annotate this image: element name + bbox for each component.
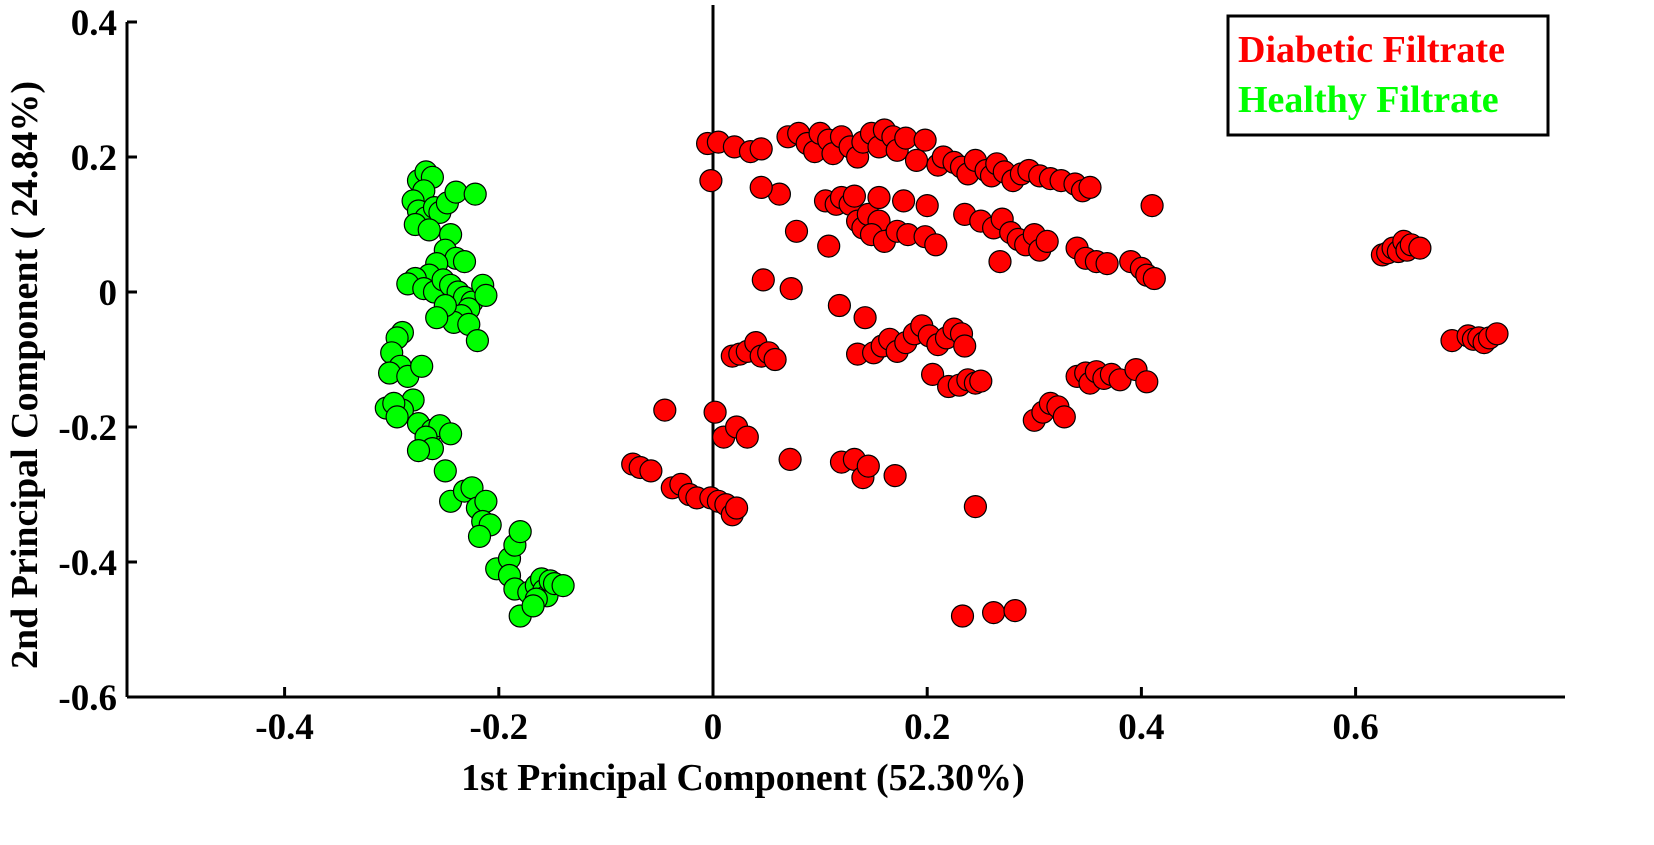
- diabetic-point: [1485, 322, 1509, 346]
- healthy-point: [444, 180, 468, 204]
- diabetic-point: [749, 175, 773, 199]
- diabetic-point: [1035, 229, 1059, 253]
- y-tick-label: -0.2: [58, 408, 117, 449]
- diabetic-point: [969, 369, 993, 393]
- y-tick-label: 0: [99, 273, 118, 314]
- diabetic-point: [856, 454, 880, 478]
- x-tick-label: 0: [704, 707, 723, 748]
- healthy-point: [452, 250, 477, 274]
- diabetic-point: [827, 293, 852, 318]
- diabetic-point: [981, 600, 1006, 625]
- x-tick-label: -0.4: [255, 707, 314, 748]
- diabetic-point: [883, 464, 907, 488]
- healthy-point: [425, 306, 449, 330]
- legend-label-healthy: Healthy Filtrate: [1238, 79, 1499, 121]
- diabetic-point: [950, 604, 975, 628]
- diabetic-point: [1052, 405, 1076, 429]
- diabetic-point: [1003, 598, 1027, 623]
- diabetic-point: [699, 169, 723, 193]
- diabetic-point: [1142, 266, 1166, 291]
- diabetic-point: [894, 126, 918, 150]
- diabetic-point: [724, 496, 749, 520]
- diabetic-point: [913, 128, 937, 152]
- healthy-point: [474, 489, 498, 513]
- diabetic-point: [953, 334, 977, 358]
- diabetic-point: [891, 189, 916, 213]
- y-tick-label: 0.2: [71, 138, 117, 179]
- diabetic-point: [778, 447, 802, 471]
- x-axis-title: 1st Principal Component (52.30%): [461, 757, 1025, 799]
- diabetic-point: [924, 233, 948, 257]
- axes: [125, 5, 1565, 699]
- diabetic-point: [639, 459, 663, 483]
- healthy-point: [439, 422, 463, 446]
- diabetic-point: [784, 219, 809, 243]
- data-points: [374, 118, 1509, 628]
- diabetic-point: [915, 194, 939, 218]
- legend-label-diabetic: Diabetic Filtrate: [1238, 29, 1505, 71]
- diabetic-point: [1078, 175, 1102, 199]
- healthy-point: [410, 354, 434, 378]
- diabetic-point: [904, 148, 929, 172]
- healthy-point: [433, 459, 457, 483]
- legend: Diabetic Filtrate Healthy Filtrate: [1226, 14, 1550, 137]
- healthy-point: [551, 573, 575, 598]
- healthy-point: [467, 524, 492, 549]
- legend-box: [1226, 14, 1550, 137]
- diabetic-point: [1140, 194, 1164, 218]
- x-ticks: -0.4 -0.2 0 0.2 0.4 0.6: [255, 687, 1379, 748]
- diabetic-point: [920, 362, 945, 386]
- diabetic-point: [1135, 370, 1159, 394]
- diabetic-point: [735, 425, 759, 449]
- healthy-point: [521, 594, 545, 618]
- y-tick-label: 0.4: [71, 3, 117, 44]
- diabetic-point: [749, 137, 773, 161]
- diabetic-point: [1408, 236, 1432, 260]
- healthy-point: [463, 182, 487, 206]
- y-tick-label: -0.4: [58, 543, 117, 584]
- healthy-point: [465, 329, 489, 353]
- y-ticks: 0.4 0.2 0 -0.2 -0.4 -0.6: [58, 3, 137, 719]
- healthy-point: [474, 283, 498, 307]
- x-tick-label: 0.6: [1332, 707, 1378, 748]
- diabetic-point: [853, 306, 877, 330]
- y-tick-label: -0.6: [58, 678, 117, 719]
- healthy-point: [508, 519, 532, 544]
- x-tick-label: 0.4: [1118, 707, 1164, 748]
- diabetic-point: [779, 277, 803, 301]
- diabetic-point: [817, 234, 841, 258]
- diabetic-point: [842, 184, 867, 208]
- healthy-point: [417, 218, 441, 242]
- diabetic-point: [653, 398, 677, 422]
- diabetic-point: [963, 495, 988, 519]
- x-tick-label: -0.2: [470, 707, 529, 748]
- x-tick-label: 0.2: [904, 707, 950, 748]
- y-axis-title: 2nd Principal Component ( 24.84%): [4, 81, 46, 669]
- healthy-point: [385, 405, 409, 429]
- healthy-point: [406, 439, 431, 463]
- diabetic-point: [763, 347, 787, 372]
- diabetic-point: [867, 185, 891, 210]
- diabetic-point: [988, 250, 1012, 274]
- diabetic-point: [703, 400, 727, 424]
- diabetic-point: [1095, 252, 1119, 276]
- diabetic-point: [751, 268, 775, 292]
